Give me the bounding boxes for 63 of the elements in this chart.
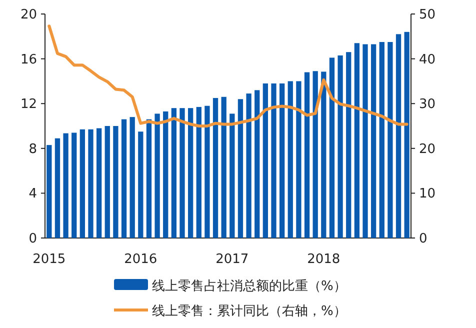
y-tick-label: 8 [28,142,37,157]
bar [130,117,135,238]
x-tick-label: 2017 [216,252,249,267]
bar [188,108,194,238]
y-tick-label: 20 [20,8,37,22]
bar [379,42,384,238]
bar [104,126,110,238]
legend-label: 线上零售占社消总额的比重（%） [152,279,346,294]
line-series [48,24,408,128]
bar [204,106,210,238]
bar [72,132,77,238]
bar [171,108,177,238]
bar [212,98,218,238]
y2-tick-label: 20 [419,142,436,157]
bar [221,96,226,238]
bar [163,111,168,238]
bar [329,58,335,238]
bar [288,81,293,238]
y2-tick-label: 10 [419,186,436,202]
bar [388,42,393,238]
legend-label: 线上零售：累计同比（右轴，%） [152,304,346,319]
bar [88,129,94,238]
bar [246,94,252,238]
bar [63,133,68,238]
bar [196,106,202,238]
y2-tick-label: 30 [419,97,436,112]
bar [138,132,144,238]
y-tick-label: 0 [28,232,37,246]
bar [113,126,118,238]
bar [121,119,127,238]
bar [80,129,86,238]
bar [312,71,318,238]
bar [354,43,360,238]
bar [96,128,102,238]
bar [146,119,152,238]
bar [296,81,302,238]
y2-tick-label: 0 [419,232,428,246]
bar [154,114,160,238]
y2-tick-label: 50 [419,8,436,22]
x-tick-label: 2016 [124,252,158,267]
bar [54,138,60,238]
bar [180,108,185,238]
x-tick-label: 2018 [307,252,340,267]
bar [346,52,352,238]
bar [304,72,310,238]
bar [262,83,268,238]
bar [254,90,260,238]
bar [279,83,285,238]
bar [271,83,276,238]
bar [46,145,52,238]
x-tick-label: 2015 [32,252,66,267]
bar [396,34,402,238]
bar [338,55,343,238]
y-tick-label: 12 [20,97,37,112]
bar [321,72,326,238]
bar [230,114,235,238]
y-tick-label: 16 [20,52,37,68]
bar [370,44,376,238]
bar [404,32,410,238]
y-tick-label: 4 [28,186,37,202]
y2-tick-label: 40 [419,52,436,68]
bar [238,99,244,238]
bar [362,44,368,238]
